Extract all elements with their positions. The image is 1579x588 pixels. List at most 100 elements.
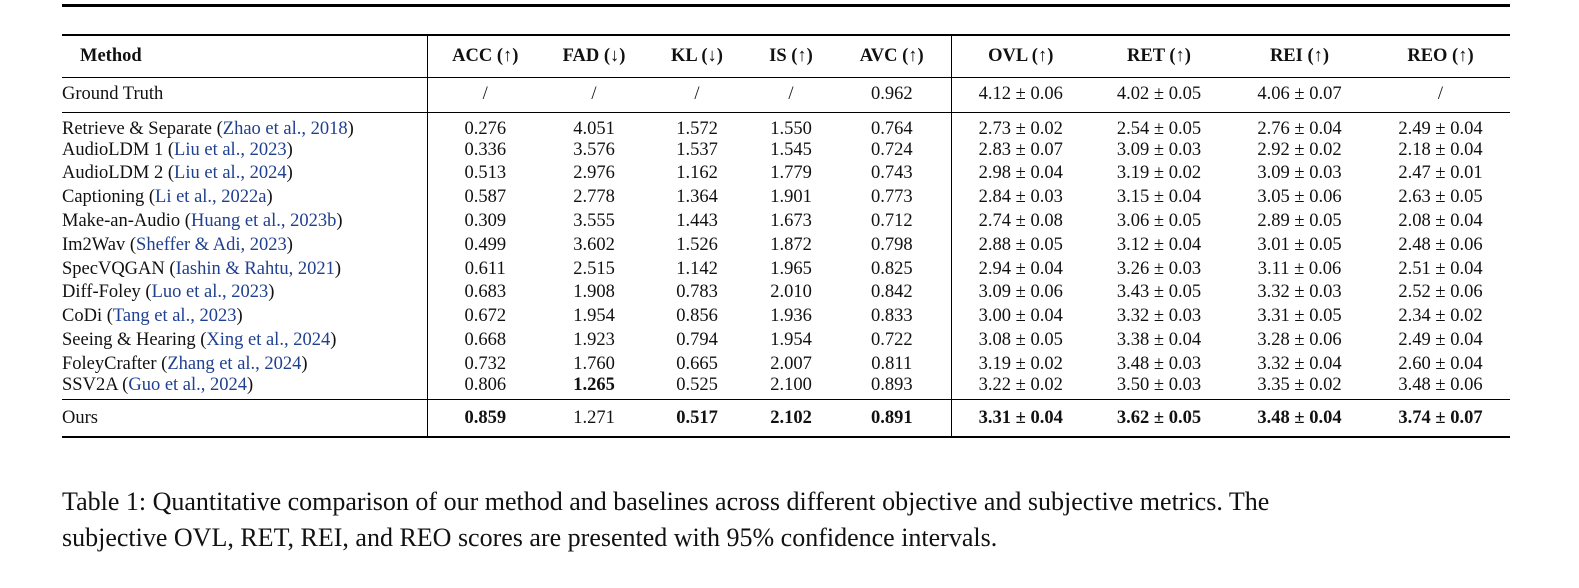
method-cell: SpecVQGAN (Iashin & Rahtu, 2021) (62, 256, 428, 281)
method-name: AudioLDM 2 (62, 163, 164, 184)
cell-acc: 0.672 (464, 306, 507, 327)
caption-line-2: subjective OVL, RET, REI, and REO scores… (62, 523, 998, 552)
cell-ret: 3.26 ± 0.03 (1116, 258, 1202, 279)
cell-avc: 0.743 (833, 161, 952, 186)
cell-kl: 0.794 (676, 330, 718, 351)
table-caption: Table 1: Quantitative comparison of our … (62, 484, 1510, 556)
cell-avc: 0.811 (833, 352, 952, 376)
cell-fad: 1.760 (573, 353, 615, 374)
cell-ret: 3.50 ± 0.03 (1116, 374, 1202, 395)
citation-link[interactable]: Luo et al., 2023 (151, 282, 269, 303)
cell-rei: 3.09 ± 0.03 (1257, 163, 1342, 184)
header-fad: FAD (↓) (543, 34, 645, 78)
header-avc: AVC (↑) (833, 34, 952, 78)
cell-is: 2.100 (770, 374, 812, 395)
top-rule (62, 4, 1510, 7)
table-row: Seeing & Hearing (Xing et al., 2024) 0.66… (62, 328, 1510, 353)
citation-link[interactable]: Sheffer & Adi, 2023 (136, 234, 287, 255)
method-name: Captioning (62, 187, 145, 208)
citation-link[interactable]: Xing et al., 2024 (206, 330, 331, 351)
cell-avc: 0.764 (833, 112, 952, 138)
cell-ret: 3.12 ± 0.04 (1116, 234, 1202, 255)
cell-reo: 2.34 ± 0.02 (1398, 306, 1483, 327)
cell-rei: 2.92 ± 0.02 (1257, 139, 1342, 160)
cell-reo: 3.48 ± 0.06 (1398, 374, 1483, 395)
cell-ovl: 2.88 ± 0.05 (978, 234, 1063, 255)
cell-acc: 0.806 (464, 374, 507, 395)
citation-link[interactable]: Liu et al., 2023 (174, 139, 287, 160)
cell-acc: 0.513 (464, 163, 507, 184)
cell-ret: 3.06 ± 0.05 (1116, 211, 1202, 232)
method-name: Seeing & Hearing (62, 330, 196, 351)
method-name: Im2Wav (62, 234, 126, 255)
ours-method: Ours (62, 399, 428, 438)
cell-fad: 1.923 (573, 330, 615, 351)
cell-ovl: 2.94 ± 0.04 (978, 258, 1063, 279)
method-cell: Captioning (Li et al., 2022a) (62, 185, 428, 210)
citation-link[interactable]: Huang et al., 2023b (190, 211, 337, 232)
cell-ovl: 3.00 ± 0.04 (978, 306, 1063, 327)
cell-kl: 0.525 (676, 374, 718, 395)
gt-ret: 4.02 ± 0.05 (1090, 77, 1228, 113)
cell-is: 1.954 (770, 330, 812, 351)
table-row: Retrieve & Separate (Zhao et al., 2018) 0… (62, 112, 1510, 138)
gt-is: / (749, 77, 833, 113)
caption-line-1: Table 1: Quantitative comparison of our … (62, 487, 1270, 516)
cell-acc: 0.683 (464, 282, 507, 303)
cell-kl: 1.572 (676, 118, 718, 139)
table-row: Captioning (Li et al., 2022a) 0.587 2.778 1… (62, 185, 1510, 210)
cell-kl: 1.537 (676, 139, 718, 160)
table-row: SpecVQGAN (Iashin & Rahtu, 2021) 0.611 2.5… (62, 256, 1510, 281)
cell-acc: 0.309 (464, 211, 507, 232)
table-row: CoDi (Tang et al., 2023) 0.672 1.954 0.856 1… (62, 304, 1510, 329)
cell-ovl: 2.83 ± 0.07 (978, 139, 1063, 160)
citation-link[interactable]: Zhang et al., 2024 (167, 353, 302, 374)
cell-kl: 1.526 (676, 234, 718, 255)
citation-link[interactable]: Liu et al., 2024 (174, 163, 287, 184)
cell-avc: 0.722 (833, 328, 952, 353)
cell-is: 2.007 (770, 353, 812, 374)
cell-reo: 2.49 ± 0.04 (1398, 118, 1483, 139)
cell-is: 1.673 (770, 211, 812, 232)
ground-truth-section: Ground Truth / / //0.962 4.12 ± 0.06 4.02 ± 0… (62, 77, 1510, 113)
ours-acc: 0.859 (427, 399, 543, 438)
cell-reo: 2.60 ± 0.04 (1398, 353, 1483, 374)
cell-avc: 0.724 (833, 138, 952, 162)
ours-reo: 3.74 ± 0.07 (1371, 399, 1510, 438)
cell-ret: 3.09 ± 0.03 (1116, 139, 1202, 160)
cell-ovl: 2.74 ± 0.08 (978, 211, 1063, 232)
cell-avc: 0.842 (833, 280, 952, 305)
cell-acc: 0.668 (464, 330, 507, 351)
cell-fad: 1.908 (573, 282, 615, 303)
method-cell: Seeing & Hearing (Xing et al., 2024) (62, 328, 428, 353)
gt-acc: / (427, 77, 543, 113)
ours-avc: 0.891 (833, 399, 952, 438)
cell-is: 1.550 (770, 118, 812, 139)
baselines-section: Retrieve & Separate (Zhao et al., 2018) 0… (62, 112, 1510, 400)
cell-fad: 2.778 (573, 187, 615, 208)
cell-avc: 0.825 (833, 256, 952, 281)
cell-is: 1.901 (770, 187, 812, 208)
cell-acc: 0.276 (464, 118, 507, 139)
cell-kl: 1.162 (676, 163, 718, 184)
method-cell: AudioLDM 1 (Liu et al., 2023) (62, 138, 428, 162)
cell-ret: 3.38 ± 0.04 (1116, 330, 1202, 351)
citation-link[interactable]: Tang et al., 2023 (112, 306, 237, 327)
citation-link[interactable]: Li et al., 2022a (155, 187, 267, 208)
citation-link[interactable]: Iashin & Rahtu, 2021 (175, 258, 335, 279)
cell-ret: 3.43 ± 0.05 (1116, 282, 1202, 303)
cell-acc: 0.499 (464, 234, 507, 255)
results-table: Method ACC (↑) FAD (↓) KL (↓) IS (↑) AVC (↑) O… (62, 34, 1510, 438)
ours-rei: 3.48 ± 0.04 (1228, 399, 1371, 438)
header-kl: KL (↓) (645, 34, 749, 78)
cell-ovl: 3.19 ± 0.02 (978, 353, 1063, 374)
table-header: Method ACC (↑) FAD (↓) KL (↓) IS (↑) AVC (↑) O… (62, 34, 1510, 78)
citation-link[interactable]: Zhao et al., 2018 (222, 118, 348, 139)
cell-rei: 3.05 ± 0.06 (1257, 187, 1342, 208)
citation-link[interactable]: Guo et al., 2024 (128, 374, 248, 395)
cell-fad: 4.051 (573, 118, 615, 139)
gt-reo: / (1371, 77, 1510, 113)
table-row: SSV2A (Guo et al., 2024) 0.806 1.265 0.525 2… (62, 376, 1510, 400)
cell-kl: 1.364 (676, 187, 718, 208)
cell-avc: 0.712 (833, 209, 952, 234)
